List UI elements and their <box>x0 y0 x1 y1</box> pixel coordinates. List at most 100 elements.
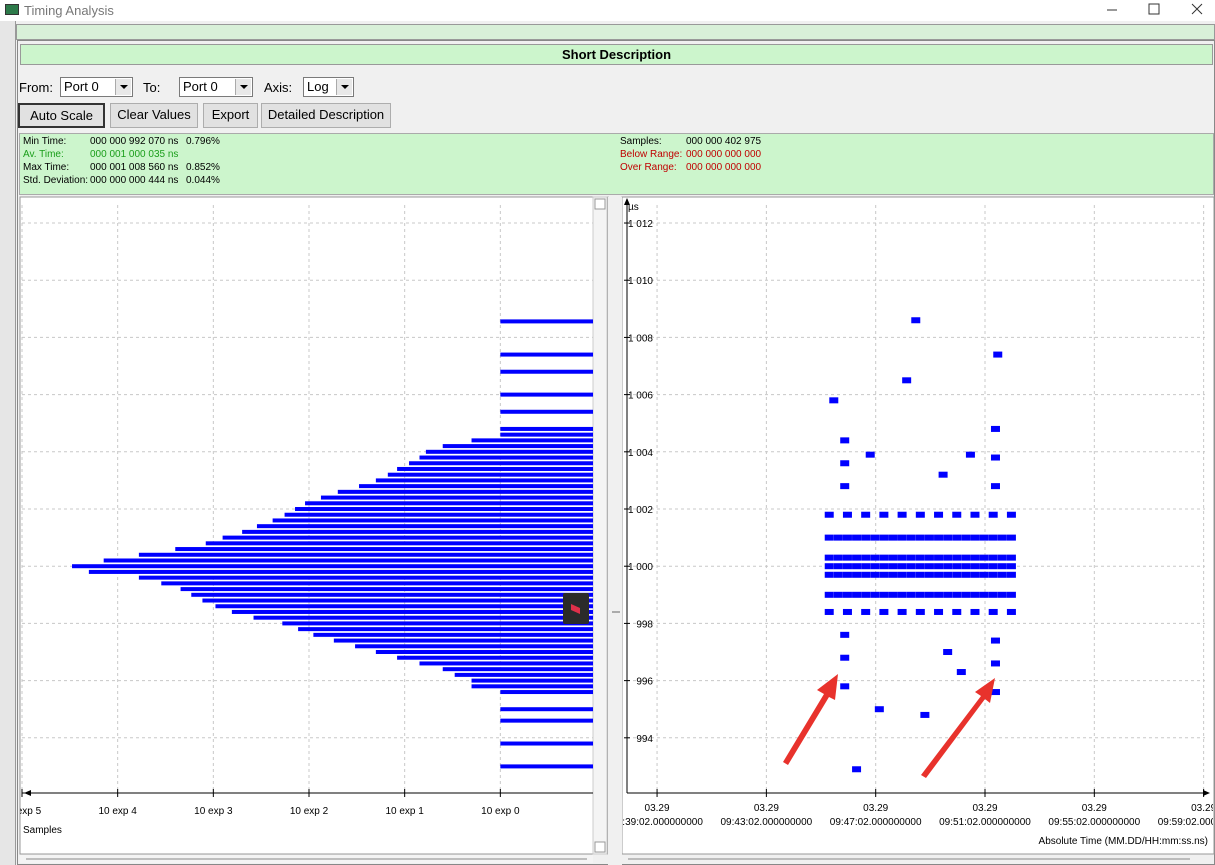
scroll-down[interactable] <box>594 841 606 853</box>
point <box>865 451 875 458</box>
bar <box>500 741 593 746</box>
point <box>924 591 934 598</box>
bar <box>419 661 593 666</box>
point <box>870 554 880 561</box>
point <box>888 571 898 578</box>
point <box>897 554 907 561</box>
bar <box>72 564 593 569</box>
point <box>888 563 898 570</box>
point <box>824 571 834 578</box>
bar <box>419 455 593 460</box>
x-tick-label: 03.29 <box>1191 803 1215 814</box>
point <box>906 571 916 578</box>
point <box>879 563 889 570</box>
bar <box>88 569 593 574</box>
point <box>990 454 1000 461</box>
x-tick-label: 10 exp 5 <box>3 806 42 817</box>
button[interactable]: Detailed Description <box>261 103 391 128</box>
point <box>879 554 889 561</box>
scroll-up[interactable] <box>594 198 606 210</box>
overlay-icon-glyph <box>571 604 580 614</box>
point <box>842 511 852 518</box>
point <box>840 631 850 638</box>
bar <box>500 690 593 695</box>
bar <box>138 575 593 580</box>
point <box>824 608 834 615</box>
point <box>970 563 980 570</box>
point <box>829 397 839 404</box>
point <box>990 660 1000 667</box>
point <box>988 534 998 541</box>
stat-percent: 0.852% <box>186 162 220 173</box>
point <box>988 554 998 561</box>
stat-percent: 0.796% <box>186 136 220 147</box>
stats-box: Min Time: 000 000 992 070 ns 0.796% Av. Tim… <box>19 133 1214 195</box>
x-tick-label: 03.29 <box>972 803 997 814</box>
stat-value: 000 001 000 035 ns <box>90 149 179 160</box>
button[interactable]: Auto Scale <box>18 103 105 128</box>
button[interactable]: Export <box>203 103 258 128</box>
maximize[interactable] <box>1148 3 1160 15</box>
splitter[interactable] <box>608 197 622 865</box>
stat-label: Samples: <box>620 136 662 147</box>
point <box>943 554 953 561</box>
point <box>979 571 989 578</box>
point <box>979 563 989 570</box>
bar <box>500 707 593 712</box>
point <box>861 591 871 598</box>
point <box>861 554 871 561</box>
y-tick-label: 1 006 <box>628 391 653 402</box>
scatter-plot: 994 996 998 1 000 1 002 1 004 1 006 1 008 1 010 1… <box>623 198 1215 847</box>
point <box>970 571 980 578</box>
x-tick-label: 09:43:02.000000000 <box>720 817 812 828</box>
point <box>824 563 834 570</box>
point <box>915 591 925 598</box>
vertical-scrollbar[interactable] <box>592 196 608 855</box>
bar <box>500 319 593 324</box>
point <box>902 377 912 384</box>
bar <box>359 484 593 489</box>
point <box>993 351 1003 358</box>
bar <box>355 644 593 649</box>
stat-value: 000 001 008 560 ns <box>90 162 179 173</box>
point <box>879 534 889 541</box>
point <box>852 534 862 541</box>
bar <box>175 547 593 552</box>
y-tick-label: 1 004 <box>628 448 653 459</box>
point <box>840 654 850 661</box>
y-tick-label: 996 <box>636 677 653 688</box>
bar <box>180 587 593 592</box>
right-panel <box>621 196 1215 855</box>
axis-arrow <box>24 790 31 796</box>
point <box>897 608 907 615</box>
point <box>915 571 925 578</box>
bar <box>282 621 593 626</box>
point <box>840 437 850 444</box>
x-tick-label: 03.29 <box>863 803 888 814</box>
axis-select[interactable]: Log <box>303 77 354 97</box>
histogram: 10 exp 5 10 exp 4 10 exp 3 10 exp 2 10 exp 1… <box>3 205 593 836</box>
point <box>970 511 980 518</box>
point <box>824 534 834 541</box>
point <box>915 554 925 561</box>
point <box>842 563 852 570</box>
point <box>842 571 852 578</box>
point <box>915 608 925 615</box>
point <box>979 534 989 541</box>
point <box>988 563 998 570</box>
stat-label: Over Range: <box>620 162 677 173</box>
bar <box>397 655 593 660</box>
close[interactable] <box>1191 3 1203 15</box>
bar <box>313 632 593 637</box>
from-select[interactable]: Port 0 <box>60 77 133 97</box>
to-select[interactable]: Port 0 <box>179 77 253 97</box>
point <box>906 534 916 541</box>
bar <box>500 392 593 397</box>
bar <box>471 684 593 689</box>
header-title: Short Description <box>20 44 1213 65</box>
x-tick-label: 10 exp 2 <box>290 806 329 817</box>
button[interactable]: Clear Values <box>110 103 198 128</box>
point <box>988 591 998 598</box>
window-controls[interactable] <box>1095 0 1215 21</box>
